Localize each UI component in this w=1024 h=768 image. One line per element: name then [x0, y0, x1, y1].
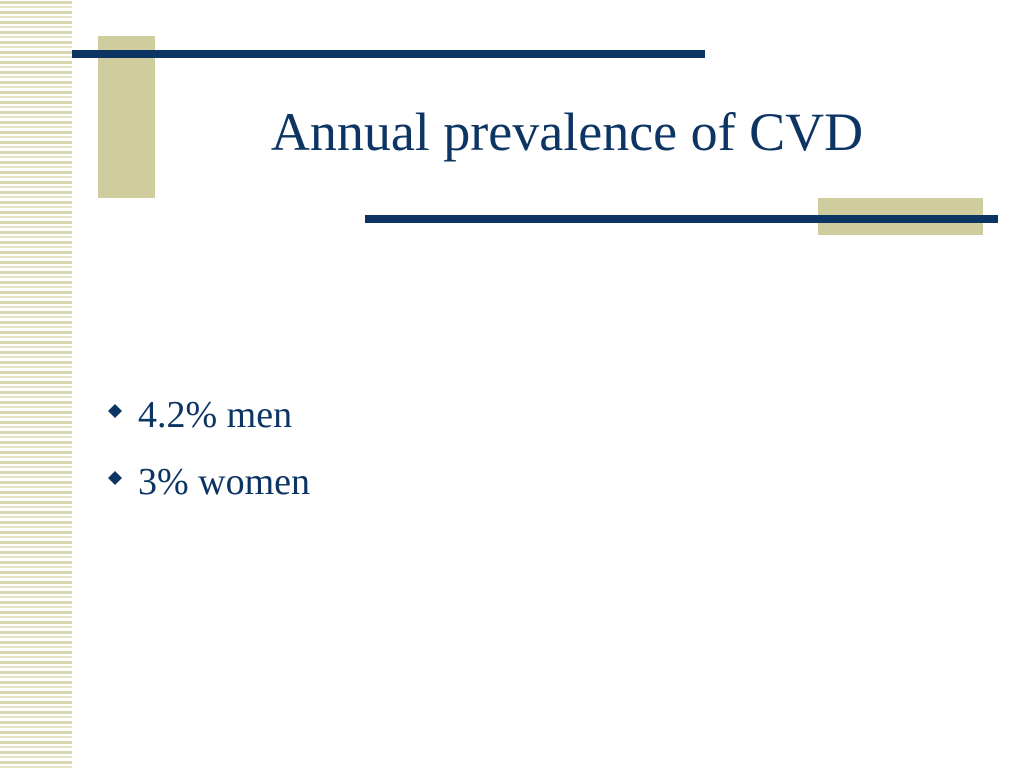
rule-line — [365, 215, 998, 223]
side-stripes — [0, 0, 72, 768]
slide-title: Annual prevalence of CVD — [271, 102, 863, 162]
bullet-marker — [108, 404, 122, 418]
accent-block — [98, 36, 155, 198]
bullet-text: 4.2% men — [138, 394, 292, 436]
bullet-text: 3% women — [138, 461, 310, 503]
rule-line — [72, 50, 705, 58]
bullet-marker — [108, 471, 122, 485]
